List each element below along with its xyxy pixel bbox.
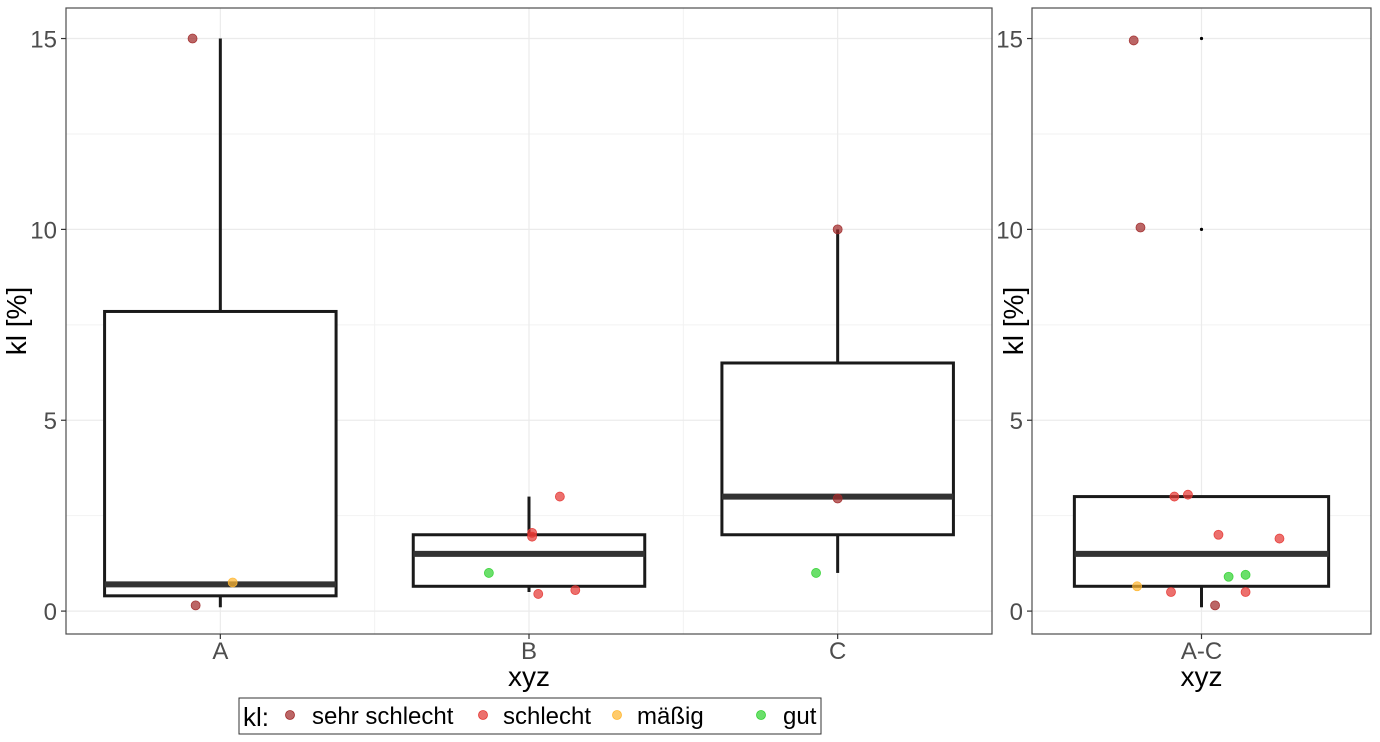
data-point	[1128, 35, 1139, 46]
data-point	[190, 600, 201, 611]
data-point	[227, 577, 238, 588]
y-tick-label: 5	[44, 408, 57, 435]
data-point	[1135, 222, 1146, 233]
box-iqr	[103, 309, 338, 598]
box-iqr	[720, 361, 955, 537]
data-point	[1183, 489, 1193, 500]
data-point	[1240, 587, 1251, 597]
data-point	[483, 568, 494, 578]
data-point	[1210, 600, 1220, 611]
outlier-point	[1199, 36, 1204, 41]
x-tick-label: B	[521, 638, 537, 665]
y-tick-label: 0	[44, 599, 57, 626]
y-tick-label: 15	[996, 27, 1023, 54]
data-point	[1223, 571, 1234, 582]
legend: kl: sehr schlecht schlecht mäßig gut	[238, 697, 822, 735]
legend-label: mäßig	[637, 703, 704, 730]
legend-key	[285, 710, 295, 720]
legend-label: schlecht	[503, 703, 591, 730]
data-point	[811, 568, 821, 578]
data-point	[533, 589, 544, 599]
data-point	[554, 491, 565, 502]
x-axis-title: xyz	[1181, 661, 1223, 692]
legend-label: gut	[783, 703, 817, 730]
box-A-C	[1072, 495, 1331, 608]
data-point	[1169, 491, 1180, 502]
y-tick-label: 10	[30, 217, 57, 244]
legend-key	[478, 710, 488, 720]
data-point	[1166, 587, 1176, 597]
data-point	[832, 493, 843, 504]
outlier-point	[1199, 227, 1204, 231]
y-axis-title: kl [%]	[1, 287, 32, 355]
legend-key	[756, 710, 766, 720]
box-A	[103, 38, 338, 608]
box-iqr	[1072, 495, 1331, 588]
y-tick-label: 0	[1010, 599, 1023, 626]
box-C	[720, 229, 955, 573]
x-tick-label: C	[829, 638, 846, 665]
legend-box	[238, 697, 822, 735]
data-point	[1240, 569, 1251, 580]
y-tick-label: 5	[1010, 408, 1023, 435]
legend-title: kl:	[243, 702, 269, 732]
y-tick-label: 15	[30, 27, 57, 54]
x-tick-label: A-C	[1181, 638, 1222, 665]
data-point	[832, 224, 843, 235]
box-iqr	[411, 533, 647, 588]
data-point	[1213, 529, 1224, 540]
data-point	[570, 585, 581, 596]
legend-label: sehr schlecht	[312, 703, 454, 730]
x-tick-label: A	[212, 638, 228, 665]
data-point	[1274, 533, 1285, 544]
data-point	[187, 33, 198, 44]
box-B	[411, 496, 647, 593]
legend-key	[612, 710, 622, 720]
y-tick-label: 10	[996, 217, 1023, 244]
y-axis-title: kl [%]	[998, 287, 1029, 355]
x-axis-title: xyz	[508, 661, 550, 692]
data-point	[1132, 581, 1142, 592]
data-point	[527, 527, 537, 538]
